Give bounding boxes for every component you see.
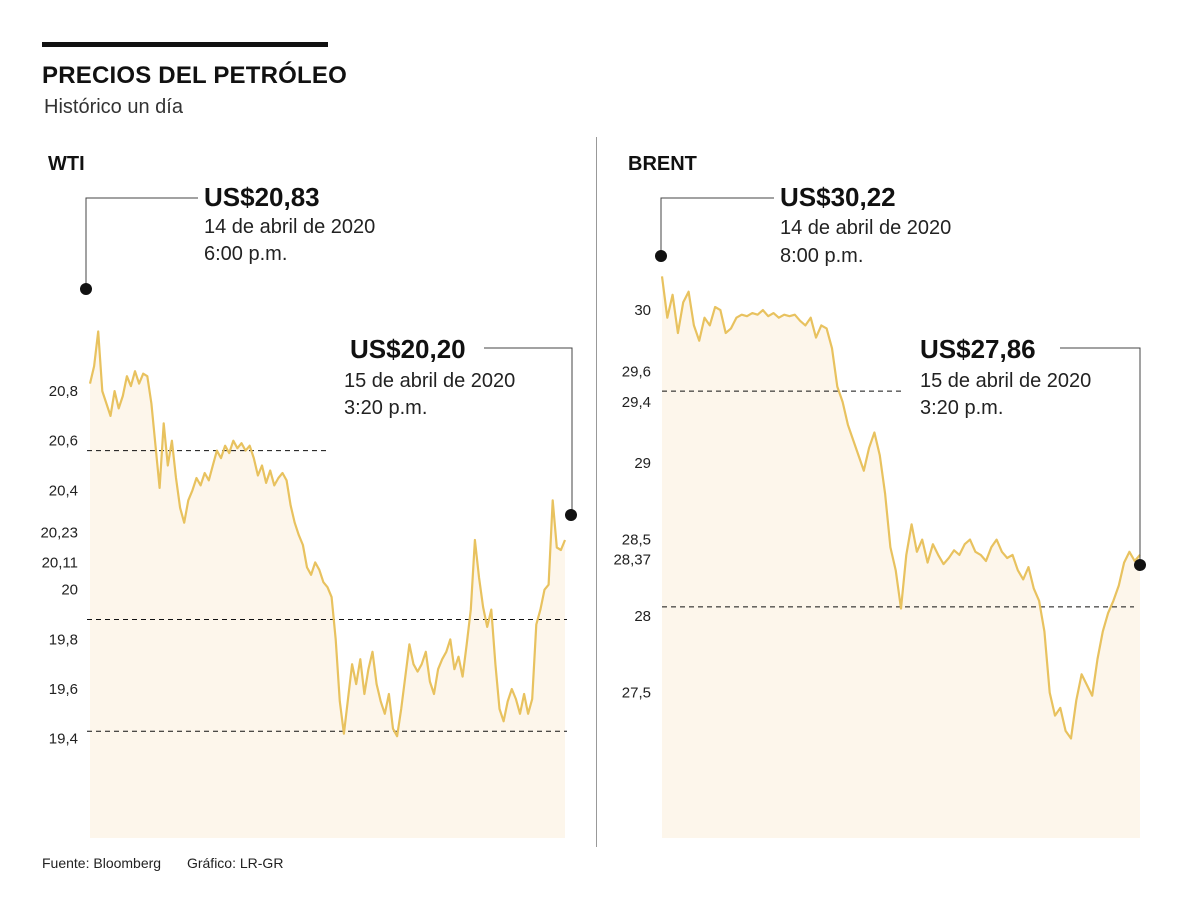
wti-start-value: US$20,83 [204,182,320,212]
y-tick-label: 28,37 [613,551,651,568]
wti-end-time: 3:20 p.m. [344,397,427,419]
wti-y-axis: 20,8 20,6 20,4 20,23 20,11 20 19,8 19,6 19,4 [40,383,78,748]
y-tick-label: 28,5 [622,532,651,549]
wti-end-marker [565,509,577,521]
brent-start-value: US$30,22 [780,182,896,212]
y-tick-label: 20,8 [49,383,78,400]
y-tick-label: 20 [61,582,78,599]
brent-start-date: 14 de abril de 2020 [780,217,951,239]
y-tick-label: 29 [634,455,651,472]
wti-start-date: 14 de abril de 2020 [204,216,375,238]
brent-start-leader [660,197,774,256]
brent-end-marker [1134,559,1146,571]
wti-reference-lines [87,450,567,732]
footer-source: Fuente: Bloomberg [42,855,162,871]
wti-start-marker [80,283,92,295]
y-tick-label: 20,4 [49,482,78,499]
wti-series-line [88,330,567,738]
brent-area-fill [662,276,1140,838]
brent-series-line [660,276,1141,740]
y-tick-label: 28 [634,608,651,625]
brent-start-marker [655,250,667,262]
y-tick-label: 20,23 [40,525,78,542]
wti-end-date: 15 de abril de 2020 [344,370,515,392]
brent-start-time: 8:00 p.m. [780,245,863,267]
page-subtitle: Histórico un día [44,96,183,118]
y-tick-label: 20,11 [42,554,78,571]
brent-end-value: US$27,86 [920,334,1036,364]
wti-panel: WTI 20,8 20,6 20,4 20,23 20,11 20 19,8 19,6 19,4… [40,153,577,838]
header-rule [42,42,328,47]
wti-start-time: 6:00 p.m. [204,243,287,265]
brent-end-leader [1060,347,1141,565]
page-title: PRECIOS DEL PETRÓLEO [42,62,347,89]
y-tick-label: 29,4 [622,394,651,411]
y-tick-label: 19,8 [49,631,78,648]
y-tick-label: 30 [634,302,651,319]
brent-end-date: 15 de abril de 2020 [920,370,1091,392]
brent-panel: BRENT 30 29,6 29,4 29 28,5 28,37 28 27,5 US$30,… [613,153,1146,838]
brent-reference-lines [662,390,1134,608]
wti-end-leader [484,347,573,515]
y-tick-label: 20,6 [49,433,78,450]
wti-area-fill [90,331,565,838]
y-tick-label: 19,4 [49,731,78,748]
footer: Fuente: Bloomberg Gráfico: LR-GR [42,855,283,871]
brent-y-axis: 30 29,6 29,4 29 28,5 28,37 28 27,5 [613,302,651,702]
footer-credit: Gráfico: LR-GR [186,855,284,871]
brent-title: BRENT [628,153,697,175]
brent-end-time: 3:20 p.m. [920,397,1003,419]
y-tick-label: 19,6 [49,681,78,698]
wti-end-value: US$20,20 [350,334,466,364]
panel-divider [596,137,597,847]
wti-start-leader [85,197,198,289]
y-tick-label: 29,6 [622,363,651,380]
wti-title: WTI [48,153,85,175]
y-tick-label: 27,5 [622,685,651,702]
